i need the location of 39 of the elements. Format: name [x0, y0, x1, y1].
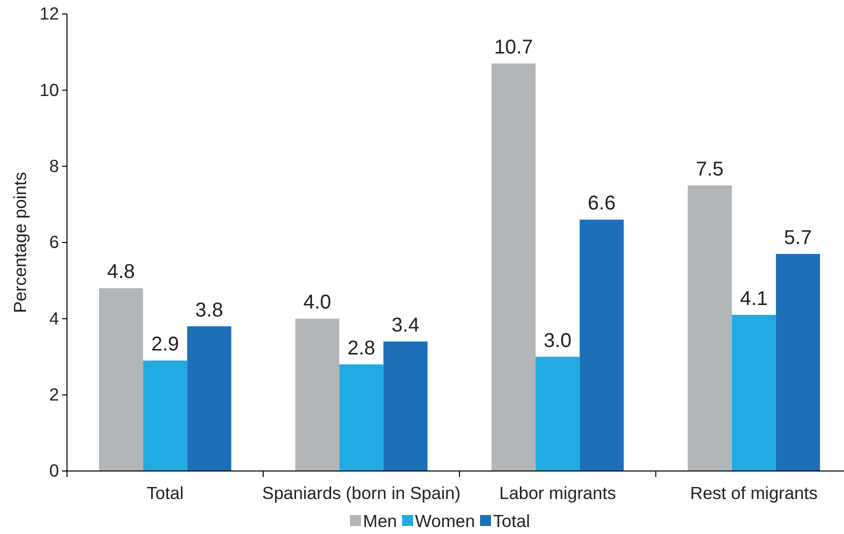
bar [688, 185, 732, 471]
data-label: 7.5 [696, 158, 724, 180]
legend-label: Total [493, 511, 530, 531]
bar [580, 220, 624, 471]
bar [143, 360, 188, 471]
legend-label: Women [415, 511, 476, 531]
y-tick-label: 4 [49, 308, 60, 328]
data-label: 4.8 [107, 261, 135, 284]
data-label: 4.1 [740, 288, 768, 310]
y-tick-label: 2 [49, 384, 59, 404]
bar [295, 318, 340, 471]
bar [339, 364, 384, 471]
x-tick-label: Rest of migrants [690, 483, 818, 503]
data-label: 10.7 [494, 36, 534, 59]
data-label: 2.9 [151, 334, 180, 356]
legend-label: Men [363, 511, 398, 531]
data-label: 3.4 [392, 314, 420, 337]
x-tick-label: Labor migrants [499, 483, 616, 503]
x-tick-label: Spaniards (born in Spain) [262, 483, 461, 503]
y-tick-label: 6 [49, 232, 59, 252]
data-label: 6.6 [588, 192, 616, 215]
y-tick-label: 8 [49, 156, 59, 176]
y-tick-label: 12 [40, 4, 59, 24]
bar [187, 326, 232, 471]
bar [383, 342, 428, 471]
bar [491, 64, 536, 471]
y-axis-title: Percentage points [10, 172, 30, 314]
data-label: 2.8 [347, 337, 376, 360]
bar [776, 254, 820, 471]
bar [98, 288, 144, 471]
data-label: 3.8 [195, 299, 224, 322]
data-label: 3.0 [544, 330, 572, 352]
y-tick-label: 0 [49, 460, 60, 481]
y-tick-label: 10 [40, 80, 60, 100]
x-tick-label: Total [146, 483, 184, 503]
bar [536, 356, 580, 471]
data-label: 4.0 [303, 292, 332, 314]
data-label: 5.7 [784, 226, 812, 249]
bar [732, 314, 776, 471]
